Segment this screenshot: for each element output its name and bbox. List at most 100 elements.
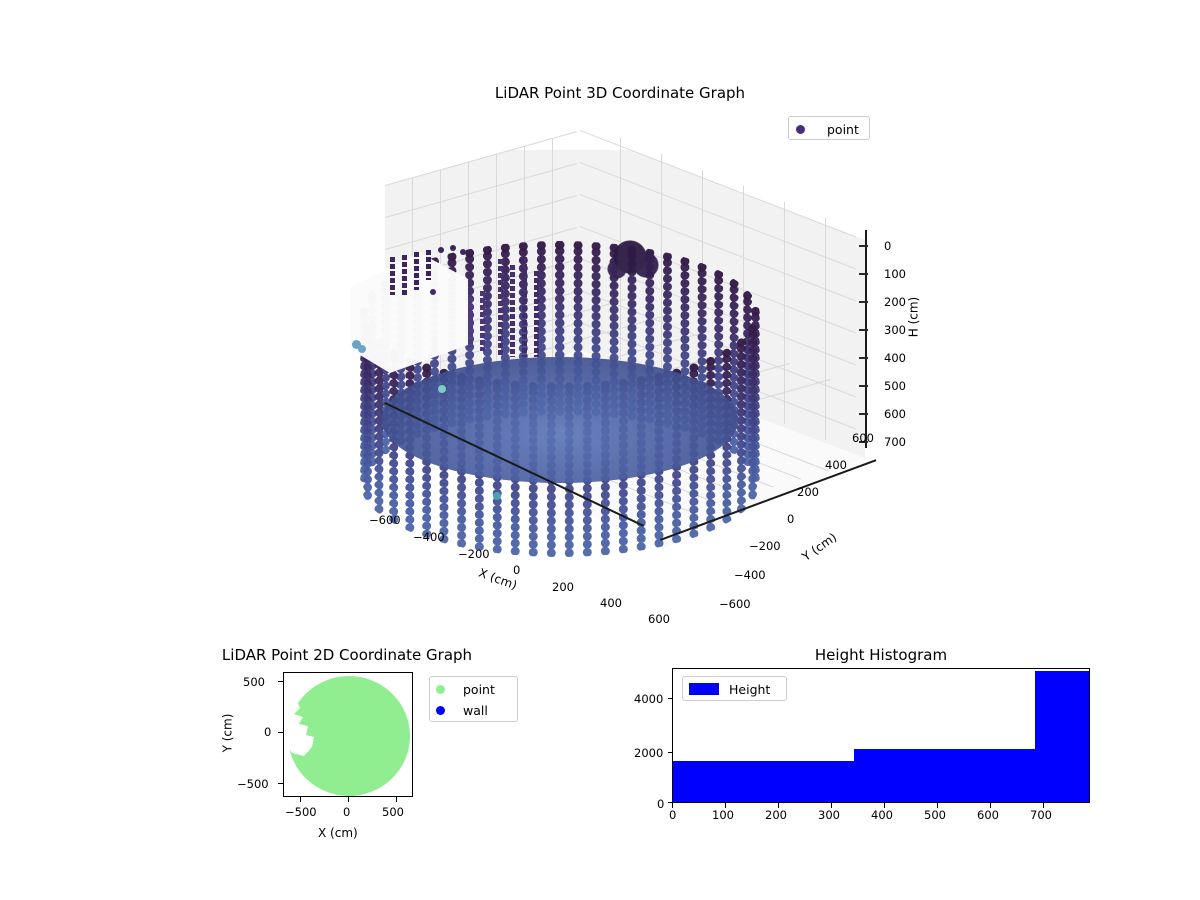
z-tick-label: 300 [884, 323, 906, 337]
legend-item-point: point [436, 679, 511, 700]
cylinder-inner-floor [382, 357, 738, 483]
histogram-x-tick [778, 803, 780, 808]
z-tick-label: 100 [884, 267, 906, 281]
legend-label: wall [463, 703, 488, 718]
z-tick [859, 385, 868, 387]
histogram-y-tick [668, 802, 673, 804]
point [450, 245, 456, 251]
histogram-axes[interactable] [672, 668, 1090, 803]
ceiling-streak [468, 297, 473, 347]
histogram-y-tick-label: 0 [657, 797, 665, 811]
plot2d-y-tick [278, 680, 283, 682]
histogram-x-tick-label: 0 [669, 808, 677, 822]
plot2d-x-tick [348, 797, 350, 802]
y-tick-label: 400 [825, 458, 847, 472]
ceiling-streak [522, 257, 527, 357]
plot2d-x-tick [300, 797, 302, 802]
histogram-x-tick [884, 803, 886, 808]
histogram-x-tick-label: 700 [1030, 808, 1052, 822]
plot2d-x-tick-label: 500 [382, 805, 404, 819]
z-tick [859, 441, 868, 443]
point [438, 247, 444, 253]
histogram-bar [854, 748, 1035, 802]
x-tick-label: −600 [369, 513, 401, 527]
plot2d-legend[interactable]: point wall [429, 676, 518, 722]
plot2d-x-tick-label: 0 [343, 805, 351, 819]
ceiling-streak [510, 265, 515, 357]
outlier-point [438, 385, 446, 393]
histogram-y-tick [668, 751, 673, 753]
wall-marker-icon [436, 706, 445, 715]
histogram-x-tick [1043, 803, 1045, 808]
outlier-point [493, 492, 501, 500]
histogram-x-tick-label: 300 [818, 808, 840, 822]
point [430, 289, 436, 295]
z-axis-label: H (cm) [906, 296, 921, 338]
z-tick-label: 500 [884, 379, 906, 393]
plot2d-y-tick-label: 0 [264, 725, 272, 739]
x-tick-label: −400 [413, 530, 445, 544]
ceiling-streak [480, 291, 485, 351]
histogram-y-tick-label: 4000 [634, 692, 664, 706]
z-tick [859, 329, 868, 331]
plot2d-x-axis-label: X (cm) [318, 826, 358, 840]
legend-label: point [463, 682, 495, 697]
histogram-title: Height Histogram [814, 646, 948, 664]
ceiling-streak [534, 271, 539, 357]
plot3d-axes[interactable] [300, 130, 940, 640]
y-tick-label: −400 [734, 568, 766, 582]
legend-item-point: point [796, 119, 862, 139]
ceiling-cluster [480, 235, 700, 345]
legend-item-height: Height [689, 679, 780, 699]
legend-label: Height [729, 681, 771, 697]
z-tick [859, 357, 868, 359]
histogram-y-tick-label: 2000 [634, 746, 664, 760]
z-tick-label: 700 [884, 435, 906, 449]
point-cloud-3d [350, 235, 830, 565]
legend-item-wall: wall [436, 700, 511, 721]
x-tick-label: −200 [458, 547, 490, 561]
ceiling-row [426, 250, 431, 280]
x-tick-label: 600 [648, 612, 670, 626]
histogram-x-tick-label: 600 [977, 808, 999, 822]
plot2d-x-tick [396, 797, 398, 802]
histogram-bar [1035, 671, 1089, 802]
ceiling-row [414, 252, 419, 290]
plot3d-title: LiDAR Point 3D Coordinate Graph [494, 84, 746, 102]
y-tick-label: −600 [719, 597, 751, 611]
plot2d-axes[interactable] [283, 672, 413, 797]
legend-label: point [827, 121, 859, 137]
histogram-x-tick-label: 100 [712, 808, 734, 822]
z-tick [859, 413, 868, 415]
ceiling-row [390, 257, 395, 295]
plot2d-x-tick-label: −500 [285, 805, 317, 819]
histogram-x-tick [831, 803, 833, 808]
plot2d-y-tick-label: −500 [237, 777, 269, 791]
plot2d-y-tick [278, 731, 283, 733]
ceiling-row [402, 255, 407, 295]
plot3d-legend[interactable]: point [788, 116, 870, 140]
histogram-legend[interactable]: Height [682, 676, 787, 701]
y-tick-label: 0 [787, 512, 795, 526]
z-tick-label: 200 [884, 295, 906, 309]
histogram-x-tick-label: 400 [871, 808, 893, 822]
outlier-point [358, 345, 366, 353]
x-tick-label: 0 [513, 563, 521, 577]
histogram-x-tick [937, 803, 939, 808]
z-tick-label: 0 [884, 239, 892, 253]
y-tick-label: 200 [797, 485, 819, 499]
y-tick-label: 600 [852, 431, 874, 445]
plot2d-y-tick-label: 500 [243, 675, 265, 689]
outlier-point [352, 340, 361, 349]
z-axis-spine [865, 230, 867, 448]
y-tick-label: −200 [749, 539, 781, 553]
plot2d-y-tick [278, 782, 283, 784]
point-marker-icon [796, 124, 805, 134]
plot2d-title: LiDAR Point 2D Coordinate Graph [221, 646, 473, 664]
histogram-y-tick [668, 697, 673, 699]
histogram-x-tick-label: 500 [924, 808, 946, 822]
z-tick [859, 245, 868, 247]
z-tick-label: 600 [884, 407, 906, 421]
plot2d-y-axis-label: Y (cm) [220, 713, 235, 753]
histogram-bar [673, 760, 854, 802]
